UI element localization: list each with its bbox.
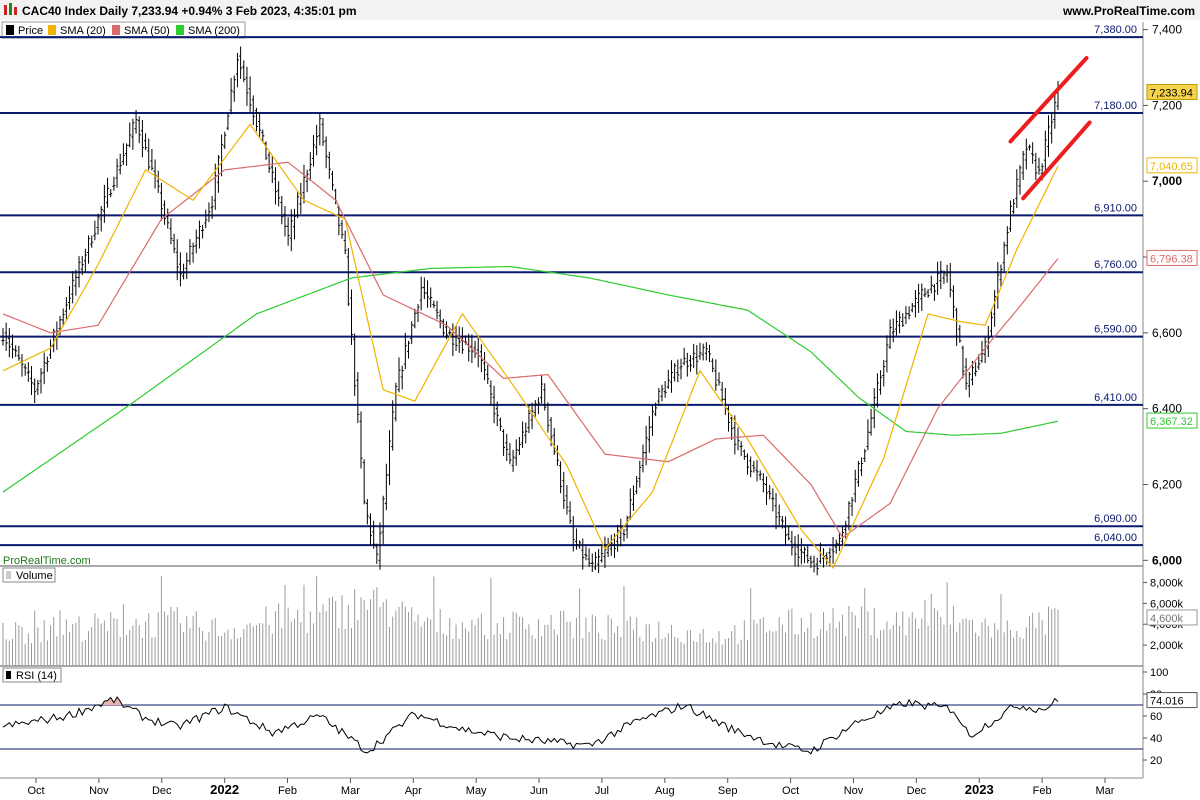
rsi-value-tag: 74.016	[1150, 696, 1184, 708]
site-label: www.ProRealTime.com	[1062, 4, 1195, 18]
legend: Price SMA (20) SMA (50) SMA (200)	[1, 21, 246, 39]
volume-tick-label: 2,000k	[1150, 640, 1184, 652]
level-label: 6,040.00	[1094, 532, 1137, 544]
time-tick-label: May	[466, 785, 487, 797]
price-tick-label: 6,400	[1152, 402, 1182, 416]
rsi-value-tag-box	[1146, 692, 1198, 709]
time-tick-label: Sep	[718, 785, 738, 797]
header-bar	[0, 0, 1200, 20]
legend-item-label: SMA (50)	[124, 25, 170, 37]
chart-title: CAC40 Index Daily 7,233.94 +0.94% 3 Feb …	[22, 4, 357, 18]
last-price-tag-box	[1146, 84, 1198, 101]
trend-line-lower	[1021, 120, 1092, 201]
legend-item-label: SMA (20)	[60, 25, 106, 37]
legend-swatch	[112, 25, 120, 35]
time-tick-label: Aug	[655, 785, 675, 797]
trend-line-upper	[1008, 56, 1089, 144]
time-tick-label: Mar	[1096, 785, 1115, 797]
last-price-tag: 7,233.94	[1150, 88, 1193, 100]
time-tick-label: Dec	[907, 785, 927, 797]
sma-50-value-tag-box	[1146, 249, 1198, 266]
rsi-line	[2, 696, 1059, 755]
time-tick-label: Jul	[595, 785, 609, 797]
sma-20-value-tag: 7,040.65	[1150, 161, 1193, 173]
volume-label-box: Volume	[2, 567, 56, 583]
price-tick-label: 7,000	[1152, 174, 1182, 188]
support-resistance-levels: 7,380.00 7,180.00 6,910.00 6,760.00 6,590.00…	[0, 24, 1143, 547]
app-icon	[4, 3, 17, 15]
time-tick-label: Mar	[341, 785, 360, 797]
volume-value-tag-box	[1146, 609, 1198, 626]
price-tick-label: 6,600	[1152, 326, 1182, 340]
price-tick-label: 6,000	[1152, 553, 1182, 567]
level-label: 6,090.00	[1094, 513, 1137, 525]
rsi-tick-label: 20	[1150, 755, 1162, 767]
legend-item-label: SMA (200)	[188, 25, 240, 37]
trend-channel	[1008, 56, 1092, 201]
time-tick-label: Feb	[278, 785, 297, 797]
rsi-tick-label: 60	[1150, 711, 1162, 723]
level-label: 7,180.00	[1094, 100, 1137, 112]
price-tick-label: 7,200	[1152, 98, 1182, 112]
time-tick-label: 2022	[210, 782, 239, 797]
level-label: 6,410.00	[1094, 392, 1137, 404]
rsi-label-box: RSI (14)	[2, 667, 62, 683]
sma-200-value-tag-box	[1146, 412, 1198, 429]
legend-item-label: Price	[18, 25, 43, 37]
sma-20-value-tag-box	[1146, 157, 1198, 174]
watermark: ProRealTime.com	[3, 555, 91, 567]
time-axis: Oct Nov Dec 2022 Feb Mar Apr May Jun Jul Aug Sep Oct…	[27, 778, 1115, 797]
level-label: 6,910.00	[1094, 202, 1137, 214]
level-label: 7,380.00	[1094, 24, 1137, 36]
legend-swatch	[176, 25, 184, 35]
time-tick-label: Nov	[89, 785, 109, 797]
volume-bars	[2, 576, 1059, 666]
price-tick-label: 7,400	[1152, 23, 1182, 37]
sma-200-value-tag: 6,367.32	[1150, 416, 1193, 428]
legend-swatch	[6, 25, 14, 35]
rsi-bands	[0, 704, 1143, 750]
rsi-label: RSI (14)	[16, 670, 57, 682]
sma-50-value-tag: 6,796.38	[1150, 253, 1193, 265]
volume-tick-label: 6,000k	[1150, 598, 1184, 610]
volume-tick-label: 8,000k	[1150, 577, 1184, 589]
sma-50-line	[2, 161, 1059, 539]
time-tick-label: Apr	[405, 785, 422, 797]
rsi-tick-label: 100	[1150, 667, 1168, 679]
sma-200-line	[2, 265, 1059, 493]
price-bars	[1, 46, 1060, 576]
time-tick-label: Dec	[152, 785, 172, 797]
time-tick-label: 2023	[965, 782, 994, 797]
volume-label: Volume	[16, 570, 53, 582]
time-tick-label: Oct	[782, 785, 799, 797]
legend-swatch	[48, 25, 56, 35]
level-label: 6,760.00	[1094, 259, 1137, 271]
time-tick-label: Jun	[530, 785, 548, 797]
price-tick-label: 6,200	[1152, 477, 1182, 491]
time-tick-label: Oct	[27, 785, 44, 797]
rsi-tick-label: 40	[1150, 733, 1162, 745]
time-tick-label: Nov	[844, 785, 864, 797]
time-tick-label: Feb	[1033, 785, 1052, 797]
value-tags: 7,233.94 7,040.65 6,796.38 6,367.32 4,600k 74…	[1146, 84, 1198, 709]
volume-value-tag: 4,600k	[1150, 613, 1184, 625]
sma-20-line	[2, 123, 1059, 570]
level-label: 6,590.00	[1094, 324, 1137, 336]
